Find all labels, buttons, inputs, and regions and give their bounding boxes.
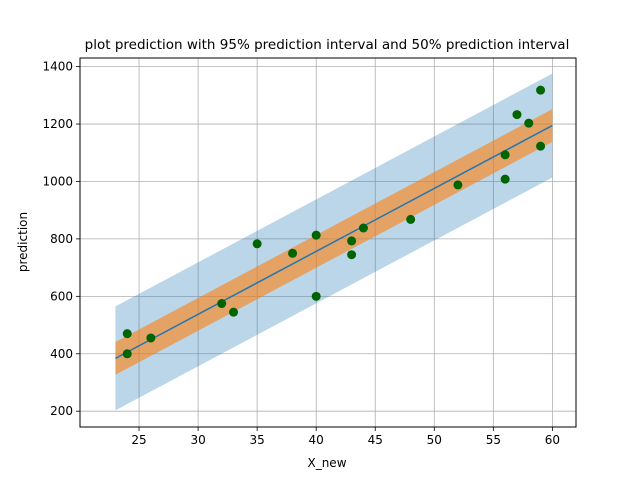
y-tick-label: 400 — [50, 347, 73, 361]
y-tick-label: 1400 — [42, 60, 73, 74]
data-point — [311, 291, 321, 301]
data-point — [146, 333, 156, 343]
x-tick-label: 35 — [250, 433, 265, 447]
x-tick-label: 50 — [427, 433, 442, 447]
data-point — [288, 248, 298, 258]
data-point — [524, 118, 534, 128]
y-axis-label: prediction — [16, 212, 30, 272]
data-point — [453, 180, 463, 190]
x-tick-label: 60 — [545, 433, 560, 447]
y-tick-label: 600 — [50, 289, 73, 303]
y-axis-ticks: 200 400 600 800 1000 1200 1400 — [42, 60, 80, 418]
x-axis-label: X_new — [307, 456, 346, 470]
data-point — [122, 349, 132, 359]
y-tick-label: 200 — [50, 404, 73, 418]
data-point — [512, 110, 522, 120]
regression-line — [115, 124, 553, 360]
y-tick-label: 800 — [50, 232, 73, 246]
data-point — [311, 230, 321, 240]
data-point — [347, 236, 357, 246]
data-points — [122, 85, 546, 359]
data-point — [229, 307, 239, 317]
x-tick-label: 55 — [486, 433, 501, 447]
x-tick-label: 40 — [309, 433, 324, 447]
y-tick-label: 1000 — [42, 174, 73, 188]
data-point — [406, 214, 416, 224]
data-point — [252, 239, 262, 249]
grid — [80, 58, 576, 427]
x-tick-label: 25 — [131, 433, 146, 447]
plot-frame — [79, 57, 577, 428]
x-tick-label: 45 — [368, 433, 383, 447]
data-point — [536, 85, 546, 95]
data-point — [536, 141, 546, 151]
data-point — [358, 223, 368, 233]
chart-title: plot prediction with 95% prediction inte… — [85, 37, 570, 53]
data-point — [347, 250, 357, 260]
x-axis-ticks: 25 30 35 40 45 50 55 60 — [131, 427, 560, 447]
data-point — [217, 299, 227, 309]
y-tick-label: 1200 — [42, 117, 73, 131]
x-tick-label: 30 — [190, 433, 205, 447]
data-point — [122, 329, 132, 339]
data-point — [500, 150, 510, 160]
data-point — [500, 174, 510, 184]
prediction-line — [115, 124, 553, 360]
